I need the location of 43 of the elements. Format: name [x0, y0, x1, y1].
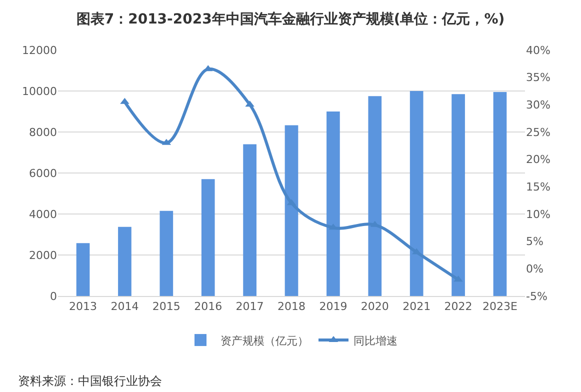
- y-tick-label: 6000: [29, 166, 57, 180]
- y2-tick-label: 30%: [526, 98, 550, 112]
- x-tick-label: 2020: [360, 300, 389, 314]
- bar: [410, 91, 424, 296]
- bar: [118, 226, 132, 296]
- bar: [493, 92, 507, 296]
- x-tick-label: 2015: [152, 300, 180, 314]
- bar: [201, 179, 215, 296]
- y2-tick-label: 10%: [526, 208, 550, 221]
- y2-tick-label: 40%: [526, 44, 550, 57]
- x-tick-label: 2023E: [482, 300, 518, 314]
- bar: [368, 96, 382, 296]
- y2-tick-label: 5%: [526, 235, 544, 248]
- y-tick-label: 2000: [29, 248, 57, 262]
- x-tick-label: 2021: [402, 300, 431, 314]
- bar: [284, 125, 298, 296]
- text: 资料来源：中国银行业协会: [18, 374, 162, 388]
- x-tick-label: 2016: [194, 300, 222, 314]
- y2-tick-label: 25%: [526, 126, 550, 139]
- y2-tick-label: -5%: [526, 290, 548, 303]
- x-tick-label: 2022: [444, 300, 472, 314]
- y-tick-label: 10000: [22, 84, 57, 98]
- bar: [452, 94, 465, 296]
- y-tick-label: 4000: [29, 208, 57, 221]
- bar: [160, 210, 174, 296]
- x-tick-label: 2019: [319, 300, 348, 314]
- x-tick-label: 2018: [278, 300, 306, 314]
- y-tick-label: 0: [50, 290, 57, 303]
- bar: [326, 112, 340, 296]
- legend-label: 同比增速: [354, 334, 398, 348]
- legend-label: 资产规模（亿元）: [220, 334, 308, 348]
- chart-title: 图表7：2013-2023年中国汽车金融行业资产规模(单位：亿元，%): [76, 10, 505, 28]
- bar: [76, 243, 90, 296]
- x-tick-label: 2017: [236, 300, 264, 314]
- y2-tick-label: 0%: [526, 262, 544, 276]
- y2-tick-label: 15%: [526, 180, 550, 194]
- y-tick-label: 8000: [29, 126, 57, 139]
- y2-tick-label: 20%: [526, 153, 550, 166]
- x-tick-label: 2014: [110, 300, 139, 314]
- y2-tick-label: 35%: [526, 71, 550, 84]
- bar: [243, 144, 256, 296]
- y-tick-label: 12000: [22, 44, 57, 57]
- x-tick-label: 2013: [69, 300, 98, 314]
